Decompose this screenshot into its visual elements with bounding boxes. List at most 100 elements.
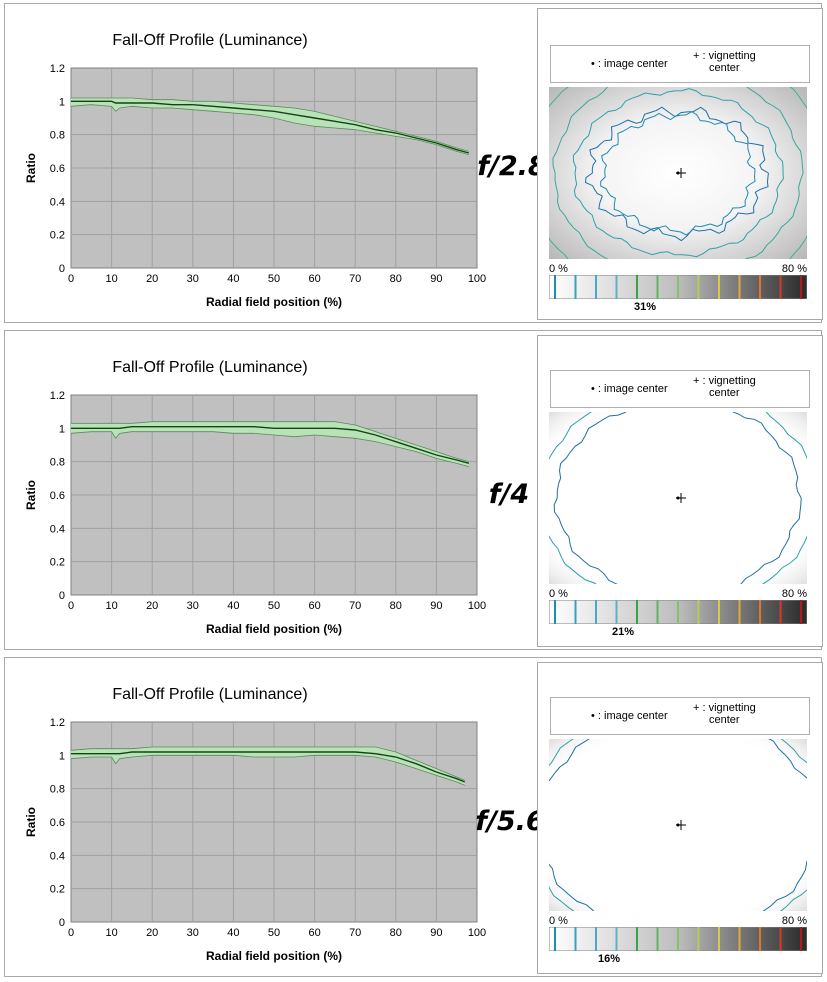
color-scale-bar bbox=[549, 600, 807, 624]
scale-tick bbox=[615, 275, 618, 299]
vignetting-legend-line1: + : vignetting bbox=[693, 50, 756, 62]
scale-max-label: 80 % bbox=[781, 915, 807, 927]
vignetting-map-box: • : image center + : vignetting center 0… bbox=[537, 335, 823, 647]
scale-tick bbox=[759, 275, 761, 299]
x-axis-label: Radial field position (%) bbox=[206, 949, 342, 963]
scale-tick bbox=[718, 275, 720, 299]
image-center-dot bbox=[676, 823, 680, 827]
scale-tick bbox=[615, 927, 618, 951]
image-center-legend: • : image center bbox=[591, 383, 668, 395]
scale-min-label: 0 % bbox=[549, 915, 568, 927]
contour-line bbox=[584, 106, 769, 242]
vignetting-legend-line1: + : vignetting bbox=[693, 375, 756, 387]
x-tick-label: 0 bbox=[68, 927, 74, 939]
scale-tick bbox=[595, 275, 597, 299]
x-tick-label: 0 bbox=[68, 273, 74, 285]
scale-tick bbox=[574, 275, 577, 299]
chart-title: Fall-Off Profile (Luminance) bbox=[112, 686, 307, 703]
x-tick-label: 20 bbox=[146, 273, 158, 285]
scale-tick bbox=[574, 927, 577, 951]
vignetting-percent: 31% bbox=[634, 301, 657, 313]
scale-tick bbox=[800, 600, 802, 624]
x-tick-label: 90 bbox=[430, 273, 442, 285]
scale-tick bbox=[697, 927, 700, 951]
range-band bbox=[71, 98, 469, 155]
vignetting-contour-map bbox=[549, 87, 807, 259]
scale-tick bbox=[718, 600, 720, 624]
scale-tick bbox=[779, 927, 782, 951]
x-tick-label: 70 bbox=[349, 600, 361, 612]
color-scale-bar bbox=[549, 927, 807, 951]
scale-tick bbox=[636, 275, 638, 299]
y-tick-label: 0.2 bbox=[50, 557, 65, 569]
x-tick-label: 50 bbox=[268, 600, 280, 612]
image-center-legend: • : image center bbox=[591, 710, 668, 722]
scale-tick bbox=[738, 600, 741, 624]
contour-line bbox=[553, 412, 802, 584]
vignetting-legend: • : image center + : vignetting center bbox=[550, 45, 810, 83]
chart-title: Fall-Off Profile (Luminance) bbox=[112, 32, 307, 49]
vignetting-legend-line2: center bbox=[709, 387, 740, 399]
aperture-label: f/2.8 bbox=[477, 151, 547, 182]
range-band bbox=[71, 747, 465, 786]
x-tick-label: 80 bbox=[390, 927, 402, 939]
x-tick-label: 100 bbox=[468, 927, 486, 939]
panel-f28: Fall-Off Profile (Luminance) 0 10 20 30 40 50 6… bbox=[4, 3, 823, 323]
falloff-chart: Fall-Off Profile (Luminance)0 10 20 30 40 50 6… bbox=[24, 359, 486, 636]
lower-bound-line bbox=[70, 104, 469, 156]
y-tick-label: 1.2 bbox=[50, 63, 65, 75]
vignetting-map-box: • : image center + : vignetting center 0… bbox=[537, 8, 823, 320]
y-tick-label: 0.4 bbox=[50, 523, 65, 535]
y-tick-label: 0.6 bbox=[50, 163, 65, 175]
upper-bound-line bbox=[71, 421, 469, 463]
scale-tick bbox=[595, 600, 597, 624]
x-tick-label: 30 bbox=[187, 273, 199, 285]
scale-tick bbox=[738, 275, 741, 299]
y-tick-label: 1 bbox=[59, 96, 65, 108]
scale-tick bbox=[656, 275, 659, 299]
x-tick-label: 40 bbox=[227, 273, 239, 285]
scale-tick bbox=[738, 927, 741, 951]
vignetting-legend-line2: center bbox=[709, 714, 740, 726]
x-axis-label: Radial field position (%) bbox=[206, 295, 342, 309]
vignetting-contour-map bbox=[549, 739, 807, 911]
image-center-dot bbox=[676, 496, 680, 500]
y-tick-label: 0 bbox=[59, 917, 65, 929]
lower-bound-line bbox=[70, 754, 465, 786]
y-tick-label: 1 bbox=[59, 750, 65, 762]
scale-tick bbox=[656, 600, 659, 624]
x-tick-label: 30 bbox=[187, 600, 199, 612]
x-tick-label: 40 bbox=[227, 927, 239, 939]
scale-tick bbox=[718, 927, 720, 951]
y-axis-label: Ratio bbox=[24, 480, 38, 510]
scale-tick bbox=[759, 600, 761, 624]
scale-tick bbox=[697, 600, 700, 624]
y-tick-label: 0.8 bbox=[50, 130, 65, 142]
vignetting-map-box: • : image center + : vignetting center 0… bbox=[537, 662, 823, 974]
scale-tick bbox=[800, 927, 802, 951]
vignetting-legend: • : image center + : vignetting center bbox=[550, 697, 810, 735]
x-tick-label: 60 bbox=[308, 927, 320, 939]
y-tick-label: 0.4 bbox=[50, 196, 65, 208]
y-tick-label: 1 bbox=[59, 423, 65, 435]
contour-line bbox=[552, 87, 804, 259]
y-tick-label: 0.8 bbox=[50, 784, 65, 796]
vignetting-center-legend: + : vignetting center bbox=[693, 702, 783, 726]
scale-tick bbox=[677, 275, 679, 299]
x-tick-label: 80 bbox=[390, 600, 402, 612]
x-tick-label: 0 bbox=[68, 600, 74, 612]
vignetting-legend-line2: center bbox=[709, 62, 740, 74]
y-tick-label: 0.2 bbox=[50, 884, 65, 896]
scale-tick bbox=[574, 600, 577, 624]
upper-bound-line bbox=[71, 97, 469, 152]
scale-tick bbox=[656, 927, 659, 951]
scale-max-label: 80 % bbox=[781, 263, 807, 275]
scale-min-label: 0 % bbox=[549, 263, 568, 275]
scale-tick bbox=[554, 927, 556, 951]
scale-max-label: 80 % bbox=[781, 588, 807, 600]
y-axis-label: Ratio bbox=[24, 807, 38, 837]
panel-f56: Fall-Off Profile (Luminance) 0 10 20 30 40 50 6… bbox=[4, 657, 823, 977]
scale-tick bbox=[759, 927, 761, 951]
x-tick-label: 50 bbox=[268, 273, 280, 285]
y-tick-label: 0 bbox=[59, 590, 65, 602]
